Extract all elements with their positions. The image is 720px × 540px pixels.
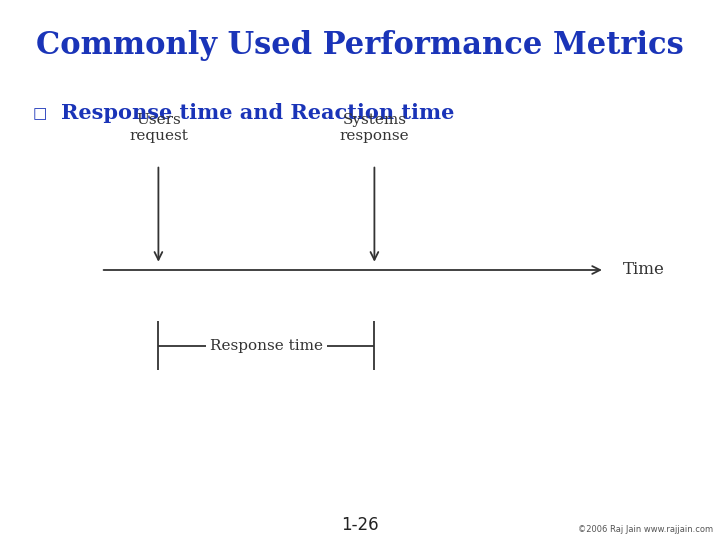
Text: Time: Time [623,261,665,279]
Text: Response time and Reaction time: Response time and Reaction time [61,103,454,124]
Text: Systems
response: Systems response [340,113,409,143]
Text: Commonly Used Performance Metrics: Commonly Used Performance Metrics [36,30,684,60]
Text: 1-26: 1-26 [341,516,379,534]
Text: ©2006 Raj Jain www.rajjain.com: ©2006 Raj Jain www.rajjain.com [577,524,713,534]
Text: □: □ [32,106,47,121]
Text: Response time: Response time [210,339,323,353]
Text: Users
request: Users request [129,113,188,143]
